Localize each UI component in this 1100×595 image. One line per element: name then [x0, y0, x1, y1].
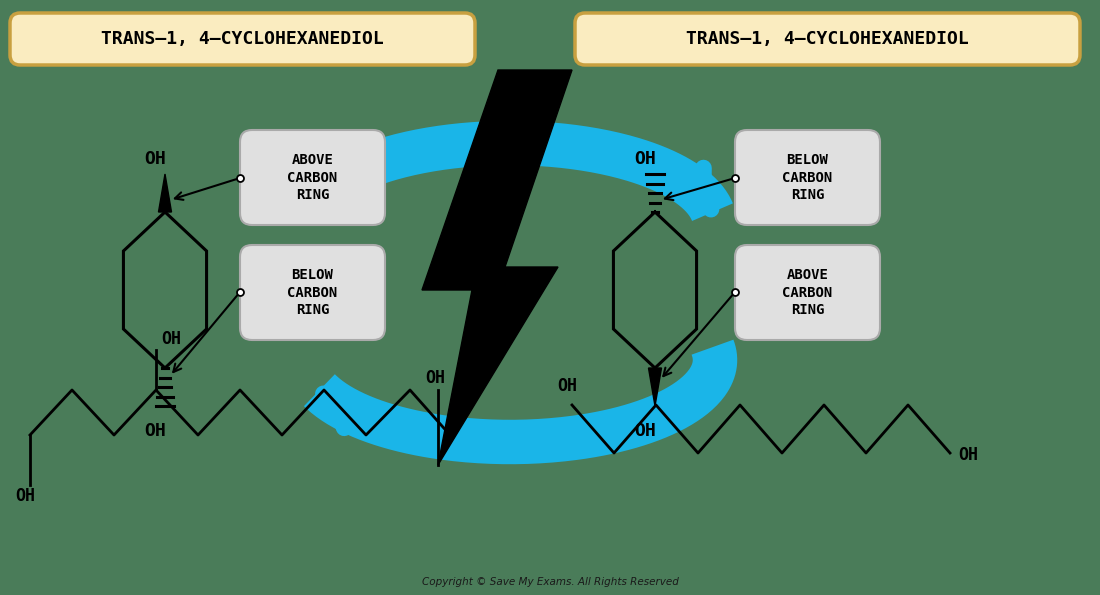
Text: OH: OH: [557, 377, 578, 395]
Text: OH: OH: [425, 369, 446, 387]
Text: OH: OH: [144, 422, 166, 440]
FancyBboxPatch shape: [240, 130, 385, 225]
FancyBboxPatch shape: [10, 13, 475, 65]
Text: OH: OH: [634, 150, 656, 168]
FancyBboxPatch shape: [575, 13, 1080, 65]
Text: Copyright © Save My Exams. All Rights Reserved: Copyright © Save My Exams. All Rights Re…: [421, 577, 679, 587]
Text: OH: OH: [634, 422, 656, 440]
Polygon shape: [422, 70, 572, 465]
Text: OH: OH: [161, 330, 182, 348]
FancyBboxPatch shape: [240, 245, 385, 340]
Text: OH: OH: [144, 150, 166, 168]
Text: OH: OH: [15, 487, 35, 505]
Text: TRANS–1, 4–CYCLOHEXANEDIOL: TRANS–1, 4–CYCLOHEXANEDIOL: [686, 30, 969, 48]
Text: BELOW
CARBON
RING: BELOW CARBON RING: [287, 268, 338, 317]
Text: OH: OH: [958, 446, 978, 464]
FancyBboxPatch shape: [735, 130, 880, 225]
Text: ABOVE
CARBON
RING: ABOVE CARBON RING: [287, 153, 338, 202]
Polygon shape: [649, 368, 661, 406]
Text: TRANS–1, 4–CYCLOHEXANEDIOL: TRANS–1, 4–CYCLOHEXANEDIOL: [101, 30, 384, 48]
FancyBboxPatch shape: [735, 245, 880, 340]
Text: BELOW
CARBON
RING: BELOW CARBON RING: [782, 153, 833, 202]
Text: ABOVE
CARBON
RING: ABOVE CARBON RING: [782, 268, 833, 317]
Polygon shape: [158, 174, 172, 212]
